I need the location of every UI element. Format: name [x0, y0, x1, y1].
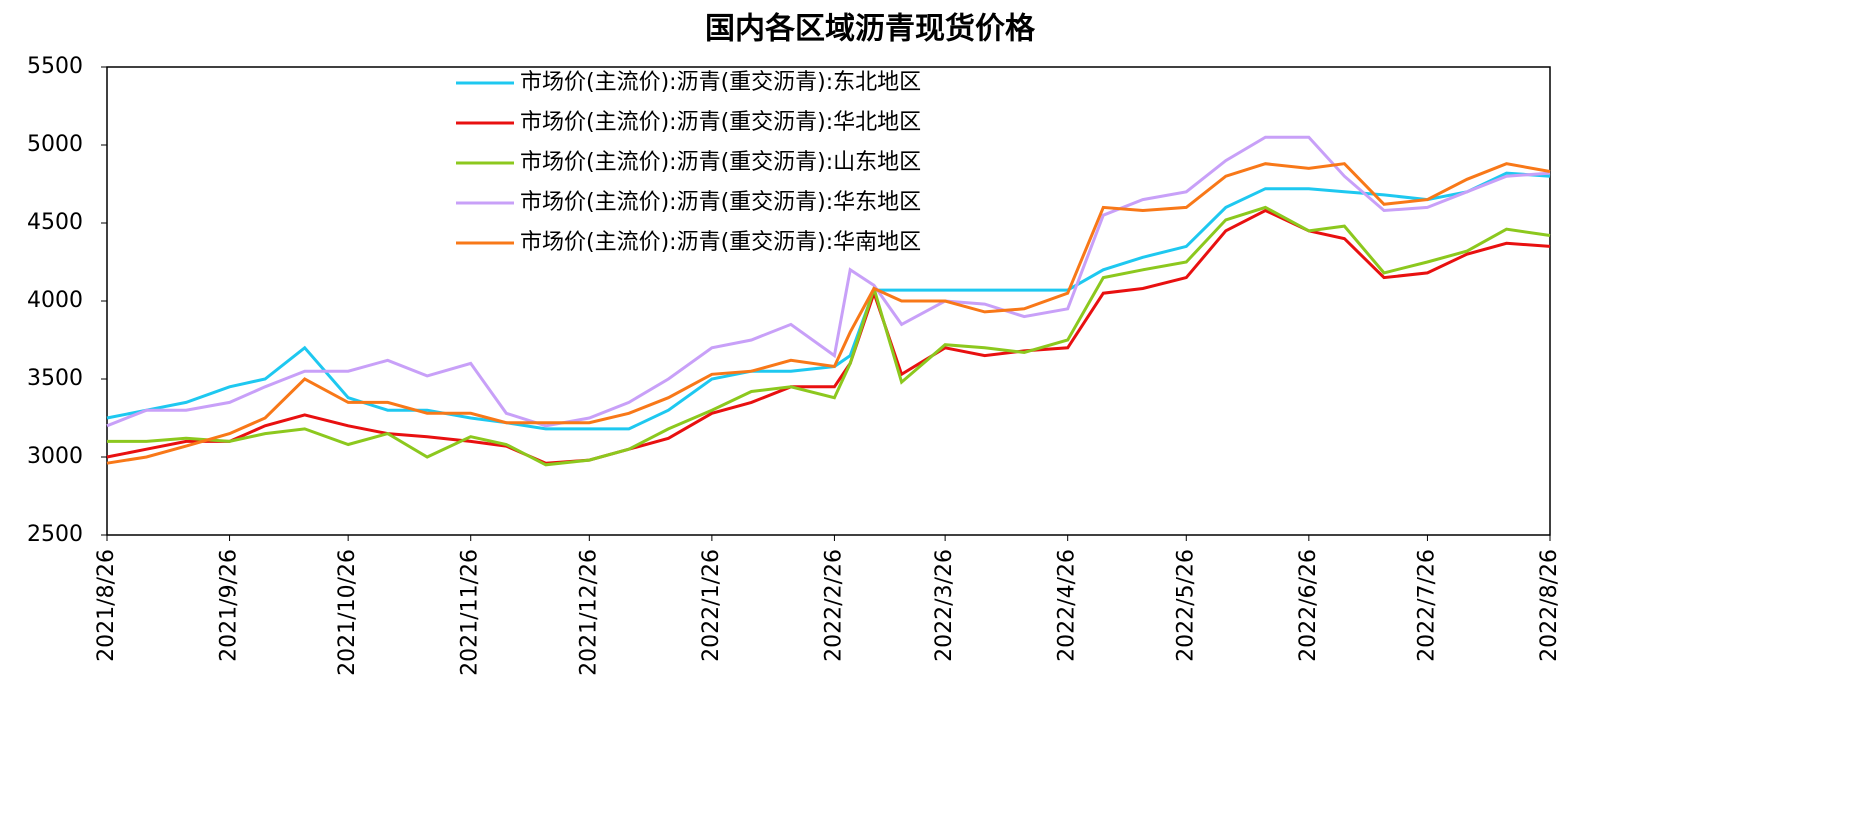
series-line: [106, 171, 1551, 431]
x-tick-label: 2022/6/26: [1296, 549, 1321, 662]
series-line: [107, 205, 1551, 467]
x-tick-label: 2022/4/26: [1055, 549, 1080, 662]
y-tick-label: 2500: [27, 522, 83, 547]
x-tick-label: 2022/2/26: [821, 549, 846, 662]
y-tick-label: 5500: [27, 54, 83, 79]
legend-label: 市场价(主流价):沥青(重交沥青):华南地区: [520, 230, 921, 255]
legend-label: 市场价(主流价):沥青(重交沥青):东北地区: [520, 70, 921, 95]
y-tick-label: 4000: [27, 288, 83, 313]
y-tick-label: 3500: [27, 366, 83, 391]
x-tick-label: 2022/3/26: [932, 549, 957, 662]
legend-label: 市场价(主流价):沥青(重交沥青):华东地区: [520, 190, 921, 215]
x-tick-label: 2022/1/26: [699, 549, 724, 662]
chart-title: 国内各区域沥青现货价格: [705, 12, 1036, 47]
x-tick-label: 2022/5/26: [1173, 549, 1198, 662]
y-tick-label: 4500: [27, 210, 83, 235]
x-tick-label: 2021/10/26: [335, 549, 360, 676]
y-tick-label: 3000: [27, 444, 83, 469]
y-tick-label: 5000: [27, 132, 83, 157]
x-tick-label: 2022/7/26: [1414, 549, 1439, 662]
x-tick-label: 2022/8/26: [1537, 549, 1562, 662]
series-line: [106, 162, 1551, 465]
x-tick-label: 2021/11/26: [458, 549, 483, 676]
legend-label: 市场价(主流价):沥青(重交沥青):山东地区: [520, 150, 921, 175]
x-tick-label: 2021/12/26: [576, 549, 601, 676]
legend-label: 市场价(主流价):沥青(重交沥青):华北地区: [520, 110, 921, 135]
x-tick-label: 2021/8/26: [94, 549, 119, 662]
plot-frame: [106, 66, 1551, 536]
series-line: [106, 135, 1551, 428]
x-tick-label: 2021/9/26: [217, 549, 242, 662]
